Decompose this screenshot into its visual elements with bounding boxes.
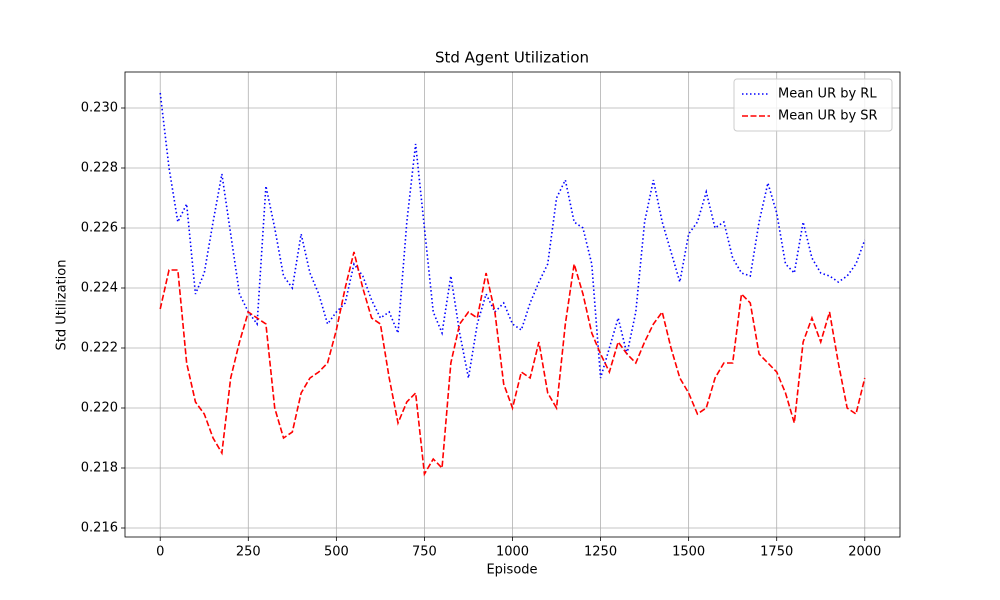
y-tick-label: 0.216 <box>81 521 118 536</box>
x-tick-label: 1250 <box>584 545 617 560</box>
x-axis-label: Episode <box>486 563 537 578</box>
data-line <box>159 92 866 379</box>
x-tick-label: 750 <box>412 545 437 560</box>
legend-label: Mean UR by RL <box>778 87 877 102</box>
y-tick-label: 0.220 <box>81 401 118 416</box>
y-tick-label: 0.224 <box>81 281 118 296</box>
y-tick-label: 0.230 <box>81 101 118 116</box>
x-tick-label: 0 <box>156 545 164 560</box>
legend-box <box>733 78 893 132</box>
x-tick-label: 500 <box>324 545 349 560</box>
x-tick-label: 1000 <box>496 545 529 560</box>
y-tick-label: 0.222 <box>81 341 118 356</box>
y-tick-label: 0.228 <box>81 161 118 176</box>
plot-frame <box>124 71 901 538</box>
y-axis-label: Std Utilization <box>55 260 70 351</box>
data-line <box>159 251 866 477</box>
chart-title: Std Agent Utilization <box>435 49 589 67</box>
x-tick-label: 2000 <box>848 545 881 560</box>
x-tick-label: 1750 <box>760 545 793 560</box>
legend-label: Mean UR by SR <box>778 109 878 124</box>
y-tick-label: 0.218 <box>81 461 118 476</box>
x-tick-label: 1500 <box>672 545 705 560</box>
x-tick-label: 250 <box>236 545 261 560</box>
y-tick-label: 0.226 <box>81 221 118 236</box>
